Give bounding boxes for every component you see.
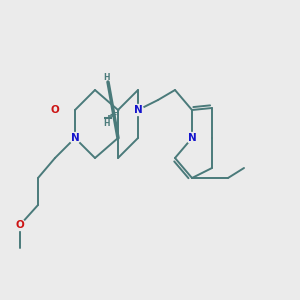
Text: N: N — [134, 105, 142, 115]
Text: N: N — [188, 133, 196, 143]
Circle shape — [133, 104, 143, 116]
Circle shape — [187, 133, 197, 143]
Text: H: H — [104, 73, 110, 82]
Circle shape — [70, 133, 80, 143]
Text: H: H — [104, 118, 110, 127]
Text: O: O — [51, 105, 59, 115]
Circle shape — [14, 220, 26, 230]
Text: N: N — [70, 133, 80, 143]
Text: O: O — [16, 220, 24, 230]
Circle shape — [50, 104, 61, 116]
